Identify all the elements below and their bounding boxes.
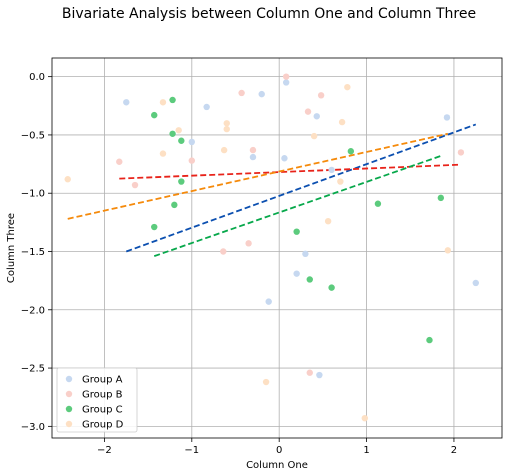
group-d-point [159,150,167,157]
group-c-trend-line [153,155,442,258]
chart-title: Bivariate Analysis between Column One an… [62,6,476,22]
y-tick-label: −1.0 [21,189,45,200]
group-d-point [344,83,351,91]
group-d-point [310,132,318,140]
plot-area-frame [51,57,503,439]
y-tick-label: −1.5 [21,247,45,258]
group-d-point [175,127,182,134]
legend: Group A Group B Group C Group D [56,367,138,433]
group-a-point [203,103,210,111]
group-b-trend-line [119,163,461,180]
group-d-point [220,146,228,154]
x-tick-label: −2 [97,445,112,456]
legend-marker-group-d [65,420,73,428]
axis-ticks: −2 −1 0 1 2 0.0 −0.5 −1.0 −1.5 −2.0 −2.5 −3.0 [21,72,457,456]
group-b-point [131,181,139,189]
group-a-point [302,250,309,258]
group-b-point [317,92,325,99]
group-a-point [249,153,257,161]
group-d-point [64,176,71,183]
trend-lines [67,123,477,258]
group-c-point [328,284,335,291]
legend-marker-group-b [65,390,73,398]
group-b-point [304,108,312,115]
group-d-trend-line [67,132,449,220]
y-tick-label: −2.5 [21,364,45,375]
group-b-point [238,89,245,97]
group-b-point [220,248,227,255]
y-tick-label: −2.0 [21,305,45,316]
group-b-point [457,149,465,156]
legend-label-group-d: Group D [82,420,124,431]
group-d-point [262,378,270,386]
group-c-point [178,178,185,185]
legend-label-group-b: Group B [82,390,123,401]
group-a-point [328,166,335,174]
group-d-point [337,178,344,185]
group-a-point [281,155,288,162]
y-tick-label: −3.0 [21,422,45,433]
group-a-point [123,99,130,106]
group-c-point [437,194,445,202]
data-points [64,73,479,422]
group-a-point [188,138,196,146]
group-c-point [151,111,158,119]
legend-label-group-c: Group C [82,405,123,416]
group-c-point [426,336,433,344]
group-a-point [316,371,323,379]
group-c-point [151,223,158,231]
legend-label-group-a: Group A [82,375,123,386]
group-c-point [169,96,176,104]
group-c-point [171,201,178,209]
group-b-point [282,73,290,80]
group-c-point [178,137,185,144]
group-d-point [361,414,369,422]
group-a-point [472,279,479,287]
x-tick-label: 2 [451,445,457,456]
y-tick-label: −0.5 [21,130,45,141]
group-b-point [116,158,123,165]
group-a-point [282,79,290,86]
legend-box [56,367,138,433]
group-b-point [188,157,196,164]
group-d-point [324,217,332,225]
group-c-point [169,130,176,137]
group-d-point [223,120,230,127]
x-tick-label: 0 [276,445,282,456]
group-a-trend-line [125,123,477,253]
group-d-point [444,247,452,254]
group-c-point [347,148,355,155]
x-axis-label: Column One [246,460,308,471]
group-c-point [306,276,313,283]
group-b-point [249,146,257,154]
group-c-point [293,228,300,235]
legend-marker-group-c [65,405,73,413]
group-a-point [265,298,272,305]
group-d-point [223,125,230,133]
group-d-point [338,118,346,126]
x-tick-label: 1 [363,445,369,456]
group-c-point [374,200,382,207]
group-b-point [245,240,252,247]
group-a-point [293,270,300,277]
y-axis-label: Column Three [6,213,17,283]
x-tick-label: −1 [184,445,199,456]
group-a-point [258,90,265,98]
legend-marker-group-a [65,375,73,383]
group-d-point [159,99,167,106]
y-tick-label: 0.0 [29,72,45,83]
group-b-point [306,369,313,376]
group-a-point [443,114,451,121]
group-a-point [313,113,320,120]
